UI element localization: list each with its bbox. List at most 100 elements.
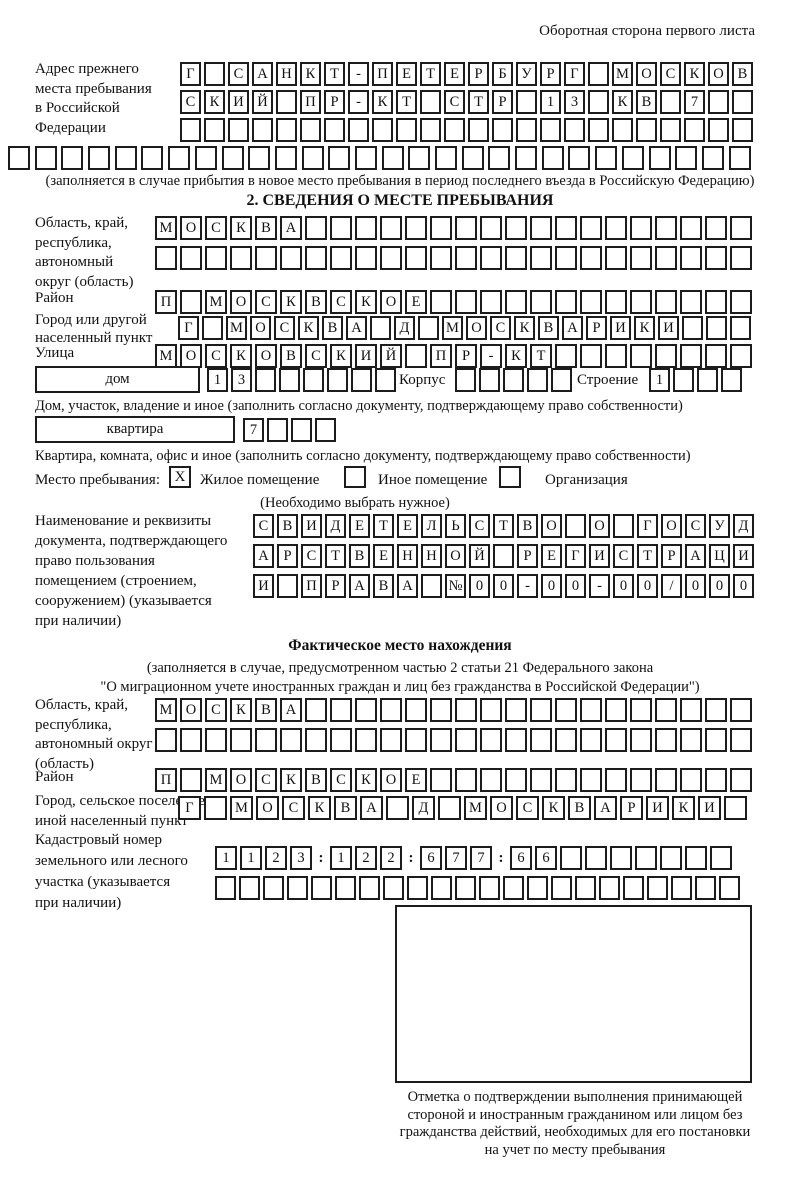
empty-cell[interactable] [351,368,372,392]
char-cell[interactable]: В [255,698,277,722]
empty-cell[interactable] [405,246,427,270]
empty-cell[interactable] [630,246,652,270]
char-cell[interactable]: В [517,514,538,538]
empty-cell[interactable] [180,246,202,270]
char-cell[interactable]: С [305,344,327,368]
char-cell[interactable]: 6 [420,846,442,870]
empty-cell[interactable] [555,344,577,368]
empty-cell[interactable] [380,216,402,240]
char-cell[interactable]: С [205,344,227,368]
empty-cell[interactable] [730,246,752,270]
char-cell[interactable]: С [516,796,539,820]
char-cell[interactable]: П [430,344,452,368]
empty-cell[interactable] [274,146,297,170]
empty-cell[interactable] [303,368,324,392]
empty-cell[interactable] [300,118,321,142]
empty-cell[interactable] [630,768,652,792]
char-cell[interactable]: С [205,698,227,722]
empty-cell[interactable] [630,728,652,752]
empty-cell[interactable] [405,698,427,722]
empty-cell[interactable] [505,768,527,792]
char-cell[interactable]: Е [541,544,562,568]
char-cell[interactable]: Т [373,514,394,538]
char-cell[interactable]: К [542,796,565,820]
char-cell[interactable]: Г [565,544,586,568]
empty-cell[interactable] [455,698,477,722]
empty-cell[interactable] [480,698,502,722]
char-cell[interactable]: Т [325,544,346,568]
empty-cell[interactable] [279,368,300,392]
char-cell[interactable]: С [228,62,249,86]
char-cell[interactable]: К [300,62,321,86]
empty-cell[interactable] [705,768,727,792]
char-cell[interactable]: К [505,344,527,368]
char-cell[interactable]: В [732,62,753,86]
empty-cell[interactable] [328,146,351,170]
empty-cell[interactable] [516,118,537,142]
empty-cell[interactable] [705,344,727,368]
char-cell[interactable]: Д [325,514,346,538]
char-cell[interactable]: О [250,316,271,340]
char-cell[interactable]: О [541,514,562,538]
char-cell[interactable]: М [442,316,463,340]
empty-cell[interactable] [252,118,273,142]
char-cell[interactable]: Е [397,514,418,538]
empty-cell[interactable] [455,768,477,792]
empty-cell[interactable] [530,246,552,270]
char-cell[interactable]: Г [180,62,201,86]
char-cell[interactable]: Р [455,344,477,368]
empty-cell[interactable] [335,876,356,900]
empty-cell[interactable] [239,876,260,900]
empty-cell[interactable] [630,290,652,314]
char-cell[interactable]: О [589,514,610,538]
empty-cell[interactable] [202,316,223,340]
char-cell[interactable]: У [516,62,537,86]
char-cell[interactable]: С [685,514,706,538]
stay-checkbox-organization[interactable] [499,466,521,488]
empty-cell[interactable] [204,118,225,142]
empty-cell[interactable] [515,146,538,170]
char-cell[interactable]: 1 [207,368,228,392]
empty-cell[interactable] [555,768,577,792]
empty-cell[interactable] [8,146,30,170]
char-cell[interactable]: Е [405,768,427,792]
empty-cell[interactable] [372,118,393,142]
char-cell[interactable]: Р [517,544,538,568]
char-cell[interactable]: 1 [330,846,352,870]
char-cell[interactable]: - [589,574,610,598]
apartment-type-box[interactable]: квартира [35,416,235,443]
empty-cell[interactable] [568,146,591,170]
empty-cell[interactable] [655,246,677,270]
empty-cell[interactable] [330,216,352,240]
empty-cell[interactable] [621,146,644,170]
char-cell[interactable]: Д [412,796,435,820]
char-cell[interactable]: О [636,62,657,86]
char-cell[interactable]: С [490,316,511,340]
char-cell[interactable]: С [282,796,305,820]
empty-cell[interactable] [355,728,377,752]
char-cell[interactable]: К [372,90,393,114]
char-cell[interactable]: У [709,514,730,538]
empty-cell[interactable] [655,290,677,314]
char-cell[interactable]: В [636,90,657,114]
empty-cell[interactable] [405,344,427,368]
char-cell[interactable]: К [230,344,252,368]
empty-cell[interactable] [280,246,302,270]
empty-cell[interactable] [277,574,298,598]
char-cell[interactable]: А [685,544,706,568]
char-cell[interactable]: О [256,796,279,820]
empty-cell[interactable] [732,118,753,142]
empty-cell[interactable] [430,698,452,722]
char-cell[interactable]: М [226,316,247,340]
char-cell[interactable]: В [277,514,298,538]
empty-cell[interactable] [705,216,727,240]
char-cell[interactable]: В [538,316,559,340]
empty-cell[interactable] [555,698,577,722]
char-cell[interactable]: Р [661,544,682,568]
char-cell[interactable]: С [613,544,634,568]
empty-cell[interactable] [612,118,633,142]
empty-cell[interactable] [527,368,548,392]
empty-cell[interactable] [431,876,452,900]
char-cell[interactable]: М [155,216,177,240]
empty-cell[interactable] [530,728,552,752]
